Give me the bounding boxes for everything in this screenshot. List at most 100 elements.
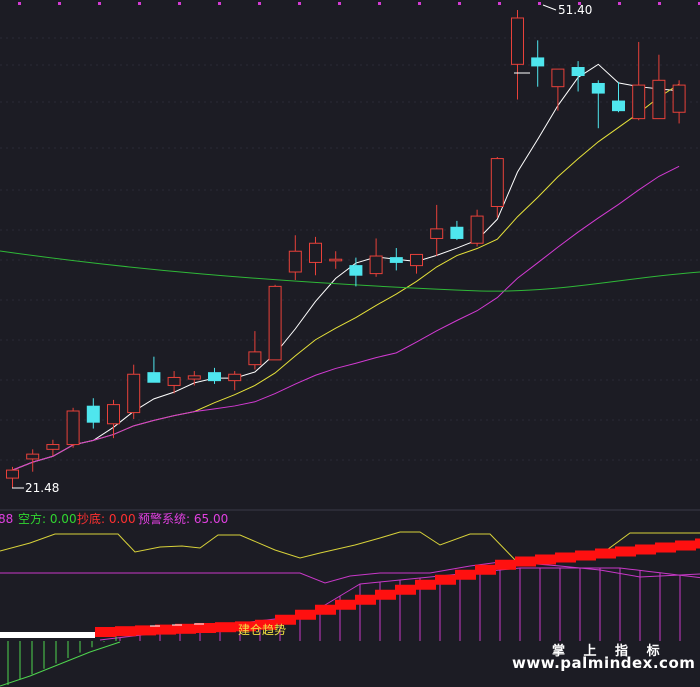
red-step-17 — [435, 574, 456, 585]
ma-line-magenta — [12, 165, 680, 471]
top-marker-15 — [618, 2, 621, 5]
candle-5 — [107, 399, 120, 439]
top-marker-1 — [58, 2, 61, 5]
red-step-19 — [475, 564, 496, 575]
legend-item-0: 88 — [0, 512, 13, 526]
candle-body-10 — [208, 372, 221, 382]
legend-item-bottom-fishing: 抄底: 0.00 — [77, 511, 136, 526]
top-marker-4 — [178, 2, 181, 5]
red-step-11 — [315, 604, 336, 615]
candle-25 — [511, 10, 524, 100]
candle-26 — [531, 40, 545, 87]
candle-11 — [228, 371, 242, 391]
candle-19 — [389, 248, 403, 271]
red-step-1 — [115, 626, 136, 637]
legend-item-warning-system: 预警系统: 65.00 — [138, 511, 228, 526]
candle-body-11 — [228, 373, 242, 382]
red-step-14 — [375, 589, 396, 600]
red-step-22 — [535, 554, 556, 565]
candle-body-29 — [591, 82, 605, 94]
candle-6 — [127, 364, 141, 419]
red-step-8 — [255, 619, 276, 630]
price-annotations: 51.40 21.48 — [12, 3, 592, 495]
candle-body-26 — [531, 57, 545, 67]
candle-17 — [349, 257, 363, 287]
candle-22 — [450, 220, 464, 241]
top-marker-13 — [538, 2, 541, 5]
candle-body-15 — [309, 242, 322, 263]
candle-body-2 — [46, 444, 60, 450]
red-step-9 — [275, 614, 296, 625]
top-marker-14 — [578, 2, 581, 5]
candle-body-8 — [167, 376, 181, 386]
top-marker-8 — [338, 2, 341, 5]
candle-18 — [369, 238, 383, 277]
candle-13 — [268, 284, 282, 361]
indicator-green-curve — [0, 641, 121, 687]
candle-3 — [66, 407, 80, 448]
red-step-26 — [615, 546, 636, 557]
candle-1 — [26, 449, 40, 472]
red-step-16 — [415, 579, 436, 590]
red-step-4 — [175, 623, 196, 634]
candle-7 — [147, 356, 161, 383]
candle-16 — [329, 251, 343, 269]
candle-body-21 — [430, 228, 444, 239]
red-step-18 — [455, 569, 476, 580]
top-marker-17 — [698, 2, 700, 5]
red-step-25 — [595, 548, 616, 559]
candle-body-7 — [147, 372, 161, 383]
high-annotation: 51.40 — [558, 3, 592, 17]
candle-4 — [86, 398, 100, 429]
candle-body-31 — [632, 84, 646, 120]
grid-lines — [0, 2, 700, 461]
candle-28 — [571, 61, 585, 92]
candle-33 — [672, 80, 686, 124]
red-step-2 — [135, 625, 156, 636]
watermark-title: 掌 上 指 标 — [552, 644, 667, 659]
red-step-30 — [695, 538, 700, 549]
candle-body-28 — [571, 67, 585, 77]
indicator-panel — [0, 531, 700, 687]
candle-body-24 — [490, 158, 504, 208]
candle-body-4 — [86, 405, 100, 423]
candle-body-18 — [369, 255, 383, 275]
candle-32 — [652, 54, 666, 120]
red-step-12 — [335, 599, 356, 610]
candle-body-12 — [248, 351, 262, 366]
top-marker-16 — [658, 2, 661, 5]
candle-body-16 — [329, 258, 343, 262]
candle-8 — [167, 371, 181, 394]
ma-line-green — [0, 250, 700, 292]
red-step-3 — [155, 624, 176, 635]
candle-body-3 — [66, 410, 80, 446]
candle-body-23 — [470, 215, 484, 244]
candle-27 — [551, 68, 565, 111]
top-marker-10 — [418, 2, 421, 5]
candle-body-17 — [349, 265, 363, 276]
candle-body-0 — [6, 469, 19, 479]
candle-body-9 — [187, 375, 201, 380]
candle-body-25 — [511, 17, 524, 65]
top-marker-9 — [378, 2, 381, 5]
high-annotation-arrow — [542, 4, 557, 11]
top-marker-6 — [258, 2, 261, 5]
candle-9 — [187, 371, 201, 386]
top-marker-12 — [498, 2, 501, 5]
top-marker-3 — [138, 2, 141, 5]
top-marker-0 — [18, 2, 21, 5]
ma-line-white — [12, 63, 680, 471]
red-step-15 — [395, 584, 416, 595]
candle-body-32 — [652, 79, 666, 120]
candle-24 — [490, 156, 504, 218]
red-step-29 — [675, 540, 696, 551]
red-step-0 — [95, 627, 116, 637]
candle-body-30 — [612, 100, 625, 112]
watermark-url: www.palmindex.com — [512, 654, 696, 672]
red-step-28 — [655, 542, 676, 553]
candle-10 — [208, 367, 221, 384]
candle-body-6 — [127, 373, 141, 414]
candle-body-1 — [26, 453, 40, 460]
indicator-legend: 88 空方: 0.00 抄底: 0.00 预警系统: 65.00 — [0, 511, 228, 526]
